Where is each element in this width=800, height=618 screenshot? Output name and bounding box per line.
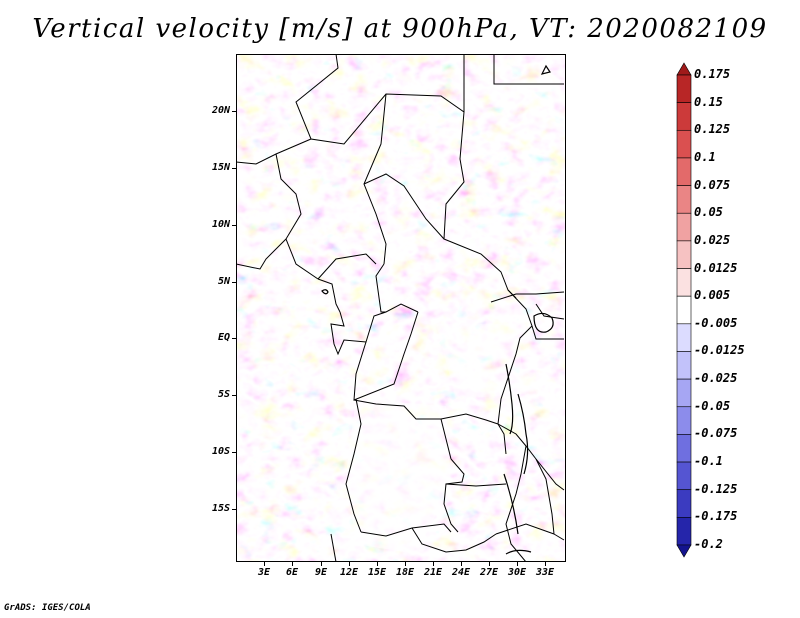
lat-label: 5N — [217, 276, 230, 287]
colorbar-label: 0.15 — [694, 94, 723, 109]
colorbar-swatch — [676, 517, 692, 546]
colorbar-label: -0.175 — [694, 509, 738, 524]
lon-label: 24E — [451, 567, 471, 578]
map-frame — [236, 54, 566, 562]
lat-label: 10N — [211, 219, 230, 230]
lon-label: 9E — [314, 567, 328, 578]
colorbar-label: -0.005 — [694, 315, 738, 330]
colorbar-swatch — [676, 378, 692, 408]
lat-label: EQ — [217, 332, 230, 343]
colorbar-label: 0.125 — [694, 122, 731, 137]
colorbar-swatch — [676, 544, 692, 558]
colorbar-swatch — [676, 157, 692, 186]
lakes — [321, 64, 554, 555]
colorbar-label: -0.0125 — [694, 343, 745, 358]
colorbar-swatch — [676, 240, 692, 269]
colorbar-label: -0.05 — [694, 398, 731, 413]
lat-label: 15S — [211, 503, 230, 514]
lon-label: 30E — [507, 567, 527, 578]
lon-label: 33E — [535, 567, 555, 578]
colorbar-swatch — [676, 129, 692, 159]
colorbar-label: 0.0125 — [694, 260, 738, 275]
colorbar-label: -0.125 — [694, 481, 738, 496]
colorbar-label: 0.025 — [694, 232, 731, 247]
colorbar — [676, 62, 692, 558]
grads-credit: GrADS: IGES/COLA — [4, 603, 91, 613]
lon-label: 15E — [367, 567, 387, 578]
colorbar-swatch — [676, 351, 692, 380]
colorbar-label: 0.005 — [694, 288, 731, 303]
colorbar-swatch — [676, 62, 692, 76]
colorbar-label: 0.05 — [694, 205, 723, 220]
colorbar-label: 0.175 — [694, 67, 731, 81]
lat-label: 5S — [217, 389, 230, 400]
colorbar-swatch — [676, 295, 692, 325]
lon-label: 12E — [339, 567, 359, 578]
colorbar-swatch — [676, 489, 692, 518]
colorbar-label: -0.075 — [694, 426, 738, 441]
chart-title: Vertical velocity [m/s] at 900hPa, VT: 2… — [32, 14, 768, 44]
colorbar-label: -0.025 — [694, 371, 738, 386]
lon-label: 21E — [423, 567, 443, 578]
colorbar-swatch — [676, 102, 692, 131]
lat-label: 10S — [211, 446, 230, 457]
colorbar-swatch — [676, 268, 692, 297]
country-borders — [236, 54, 565, 562]
lat-label: 20N — [211, 105, 230, 116]
colorbar-swatch — [676, 185, 692, 214]
colorbar-label: 0.075 — [694, 177, 731, 192]
lon-label: 18E — [395, 567, 415, 578]
colorbar-label: -0.1 — [694, 454, 723, 469]
colorbar-swatch — [676, 461, 692, 491]
colorbar-swatch — [676, 212, 692, 242]
lon-label: 6E — [285, 567, 299, 578]
colorbar-label: -0.2 — [694, 537, 723, 551]
vertical-velocity-field — [236, 54, 566, 562]
lat-label: 15N — [211, 162, 230, 173]
lon-label: 27E — [479, 567, 499, 578]
colorbar-label: 0.1 — [694, 149, 716, 164]
map-panel — [236, 54, 566, 562]
colorbar-swatch — [676, 406, 692, 435]
colorbar-swatch — [676, 434, 692, 463]
colorbar-swatch — [676, 323, 692, 352]
lon-label: 3E — [257, 567, 271, 578]
colorbar-swatch — [676, 74, 692, 103]
